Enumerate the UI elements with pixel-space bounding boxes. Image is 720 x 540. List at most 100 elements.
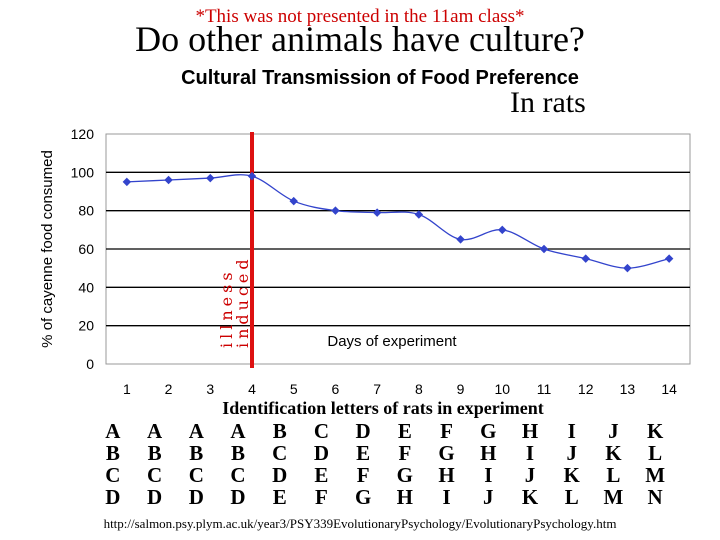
rat-letter-day12-row4: L [565,485,579,509]
rat-letter-day5-row1: B [273,419,287,443]
rat-letter-day3-row1: A [189,419,205,443]
slide-subtitle: In rats [510,86,586,119]
rat-letter-day7-row3: F [357,463,370,487]
rat-letter-day1-row3: C [105,463,120,487]
rat-letter-day14-row2: L [648,441,662,465]
rat-letter-day5-row4: E [273,485,287,509]
rat-letter-day2-row2: B [148,441,162,465]
rat-letter-day11-row1: H [522,419,538,443]
rat-letter-day12-row2: J [566,441,577,465]
data-point-day-5 [289,196,298,206]
rat-letter-day2-row3: C [147,463,162,487]
gridlines [106,171,690,327]
rat-letter-grid: ABCDABCDABCDABCDBCDECDEFDEFGEFGHFGHIGHIJ… [105,419,665,509]
y-tick-100: 100 [71,164,95,180]
y-tick-80: 80 [78,203,94,219]
rat-letter-day9-row4: I [442,485,450,509]
rat-letter-day11-row2: I [526,441,534,465]
x-axis-label: Days of experiment [327,333,457,350]
rat-letter-day13-row1: J [608,419,619,443]
rat-letter-day1-row2: B [106,441,120,465]
rat-letter-day3-row2: B [189,441,203,465]
x-tick-13: 13 [620,381,636,397]
rat-letter-day6-row2: D [314,441,329,465]
rat-letter-day6-row4: F [315,485,328,509]
rat-letter-day10-row3: I [484,463,492,487]
data-point-day-1 [122,177,132,187]
y-tick-labels: 0 20 40 60 80 100 120 [71,126,95,372]
rat-letter-day9-row3: H [438,463,454,487]
rat-letter-day3-row3: C [189,463,204,487]
rat-letter-day6-row3: E [314,463,328,487]
x-tick-6: 6 [332,381,340,397]
rat-letter-day11-row4: K [522,485,539,509]
x-tick-2: 2 [165,381,173,397]
rat-letter-day10-row4: J [483,485,494,509]
rat-letter-day13-row4: M [604,485,624,509]
x-tick-12: 12 [578,381,594,397]
chart-title: Cultural Transmission of Food Preference [181,67,579,89]
rat-letter-day14-row3: M [645,463,665,487]
rat-letter-day7-row1: D [356,419,371,443]
x-tick-4: 4 [248,381,256,397]
rat-letter-day2-row4: D [147,485,162,509]
y-axis-label: % of cayenne food consumed [39,150,56,348]
data-point-day-8 [414,210,424,219]
rat-letter-day4-row4: D [230,485,245,509]
x-tick-7: 7 [373,381,381,397]
y-tick-0: 0 [86,356,94,372]
x-tick-labels: 1 2 3 4 5 6 7 8 9 10 11 12 13 14 [123,381,677,397]
illness-label: illness [217,268,236,348]
y-tick-60: 60 [78,241,94,257]
data-point-day-6 [331,206,340,215]
x-tick-8: 8 [415,381,423,397]
rat-letter-day5-row3: D [272,463,287,487]
rat-letter-day9-row1: F [440,419,453,443]
rat-letter-day8-row3: G [397,463,413,487]
rat-letter-day1-row4: D [105,485,120,509]
y-tick-20: 20 [78,318,94,334]
rat-letter-day1-row1: A [105,419,121,443]
data-point-day-2 [164,175,173,185]
x-tick-3: 3 [206,381,214,397]
x-tick-1: 1 [123,381,131,397]
rat-letter-day2-row1: A [147,419,163,443]
x-tick-9: 9 [457,381,465,397]
rat-letter-day8-row1: E [398,419,412,443]
y-tick-120: 120 [71,126,95,142]
rat-letter-day13-row2: K [605,441,622,465]
rat-letter-day7-row4: G [355,485,371,509]
x-tick-11: 11 [537,381,552,397]
rat-letter-day10-row1: G [480,419,496,443]
data-point-day-13 [623,263,632,273]
id-letters-label: Identification letters of rats in experi… [222,398,543,418]
induced-label: induced [233,255,252,348]
data-point-day-3 [206,173,215,183]
slide-title: Do other animals have culture? [135,19,585,59]
rat-letter-day13-row3: L [606,463,620,487]
data-point-day-10 [498,225,507,235]
rat-letter-day4-row2: B [231,441,245,465]
rat-letter-day11-row3: J [525,463,536,487]
x-tick-10: 10 [494,381,510,397]
source-url: http://salmon.psy.plym.ac.uk/year3/PSY33… [103,516,617,531]
rat-letter-day14-row4: N [648,485,663,509]
rat-letter-day6-row1: C [314,419,329,443]
rat-letter-day8-row4: H [397,485,413,509]
rat-letter-day10-row2: H [480,441,496,465]
rat-letter-day4-row3: C [230,463,245,487]
y-tick-40: 40 [78,279,94,295]
data-point-day-7 [372,208,382,217]
rat-letter-day12-row3: K [564,463,581,487]
rat-letter-day4-row1: A [230,419,246,443]
data-point-day-4 [247,171,257,181]
x-tick-5: 5 [290,381,298,397]
rat-letter-day8-row2: F [398,441,411,465]
class-note: *This was not presented in the 11am clas… [195,6,525,27]
rat-letter-day7-row2: E [356,441,370,465]
rat-letter-day9-row2: G [438,441,454,465]
rat-letter-day5-row2: C [272,441,287,465]
data-point-day-9 [456,235,465,244]
